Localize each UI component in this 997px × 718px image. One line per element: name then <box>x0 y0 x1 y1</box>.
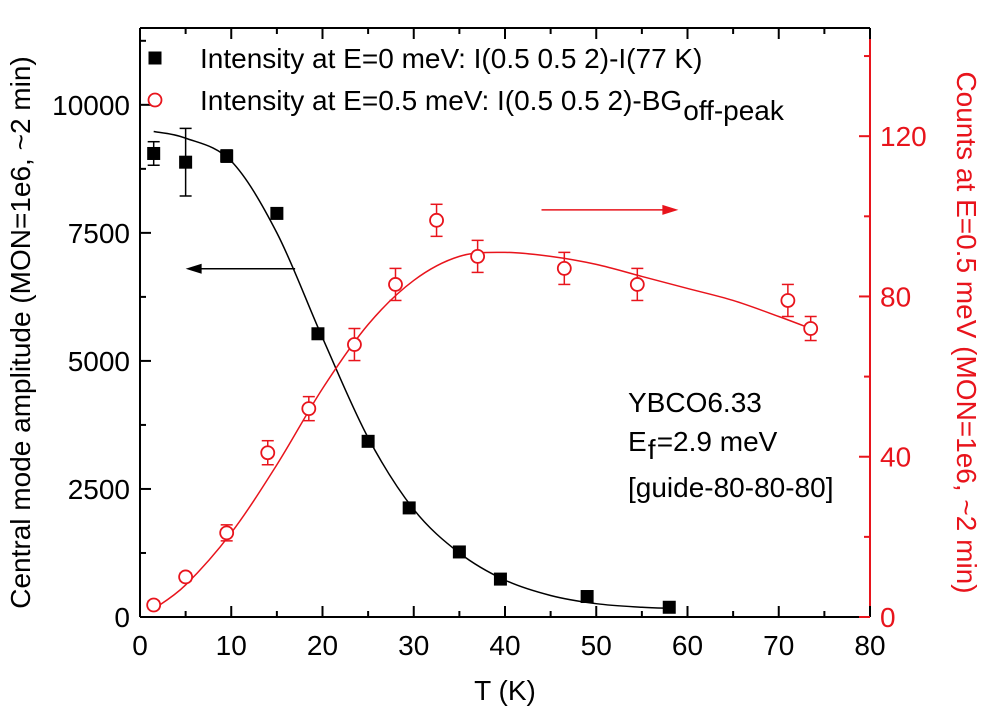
y-right-tick-label: 40 <box>880 442 911 473</box>
legend-label-e05-subscript: off-peak <box>683 95 785 126</box>
y-left-tick-label: 0 <box>114 602 130 633</box>
x-tick-label: 70 <box>763 630 794 661</box>
data-point-circle <box>178 569 194 585</box>
data-point-circle <box>347 337 362 352</box>
data-point-square <box>270 206 284 220</box>
axis-titles: T (K) Central mode amplitude (MON=1e6, ~2… <box>5 56 982 706</box>
arrow-left-icon <box>185 263 202 274</box>
data-point-square <box>179 155 193 169</box>
x-tick-label: 30 <box>398 630 429 661</box>
legend-label-e0: Intensity at E=0 meV: I(0.5 0.5 2)-I(77 … <box>200 43 702 74</box>
final-energy-value: =2.9 meV <box>657 426 778 457</box>
y-right-tick-label: 0 <box>880 602 896 633</box>
data-point-square <box>662 600 676 614</box>
y-right-tick-label: 80 <box>880 281 911 312</box>
fit-curve-e05 <box>153 251 811 610</box>
data-point-circle <box>470 248 486 264</box>
fit-curves <box>153 130 811 610</box>
direction-arrows <box>185 204 679 274</box>
data-point-circle <box>556 261 572 276</box>
y-left-tick-label: 5000 <box>68 346 130 377</box>
data-point-circle <box>301 401 317 417</box>
y-left-tick-label: 2500 <box>68 474 130 505</box>
collimation-label: [guide-80-80-80] <box>628 472 833 503</box>
data-points <box>146 127 819 614</box>
data-point-square <box>311 327 325 341</box>
data-point-square <box>220 149 234 163</box>
data-point-square <box>452 545 466 559</box>
data-point-circle <box>388 277 403 292</box>
legend-marker-circle <box>147 92 163 108</box>
x-tick-label: 10 <box>216 630 247 661</box>
final-energy-subscript: f <box>648 434 656 465</box>
data-point-circle <box>429 212 444 228</box>
tick-labels: 0 10 20 30 40 50 60 70 8002500500075001000004080… <box>52 90 927 661</box>
y-left-tick-label: 7500 <box>68 218 130 249</box>
y-left-tick-label: 10000 <box>52 90 130 121</box>
sample-label: YBCO6.33 <box>628 387 762 418</box>
data-point-circle <box>803 321 819 336</box>
data-point-square <box>402 501 416 515</box>
data-point-circle <box>146 597 162 613</box>
data-point-circle <box>780 293 796 308</box>
x-tick-label: 0 <box>132 630 148 661</box>
data-point-circle <box>219 525 235 541</box>
fit-curve-e0 <box>153 130 670 610</box>
arrow-right-icon <box>662 204 679 215</box>
legend: Intensity at E=0 meV: I(0.5 0.5 2)-I(77 … <box>147 43 785 126</box>
legend-label-e05: Intensity at E=0.5 meV: I(0.5 0.5 2)-BG <box>200 85 682 116</box>
y-right-axis-title: Counts at E=0.5 meV (MON=1e6, ~2 min) <box>951 71 982 593</box>
data-point-square <box>580 590 594 604</box>
data-point-square <box>493 572 507 586</box>
y-left-axis-title: Central mode amplitude (MON=1e6, ~2 min) <box>5 56 36 608</box>
data-point-circle <box>260 445 276 461</box>
data-point-square <box>147 146 161 160</box>
final-energy-label: E <box>628 426 647 457</box>
data-point-square <box>361 434 375 448</box>
axis-ticks <box>139 28 871 618</box>
x-tick-label: 40 <box>489 630 520 661</box>
x-tick-label: 60 <box>672 630 703 661</box>
data-point-circle <box>629 277 645 292</box>
x-tick-label: 80 <box>854 630 885 661</box>
y-right-tick-label: 120 <box>880 121 927 152</box>
x-tick-label: 50 <box>581 630 612 661</box>
x-tick-label: 20 <box>307 630 338 661</box>
annotation-block: YBCO6.33 E f =2.9 meV [guide-80-80-80] <box>628 387 833 503</box>
legend-marker-square <box>148 51 162 65</box>
x-axis-title: T (K) <box>474 675 536 706</box>
